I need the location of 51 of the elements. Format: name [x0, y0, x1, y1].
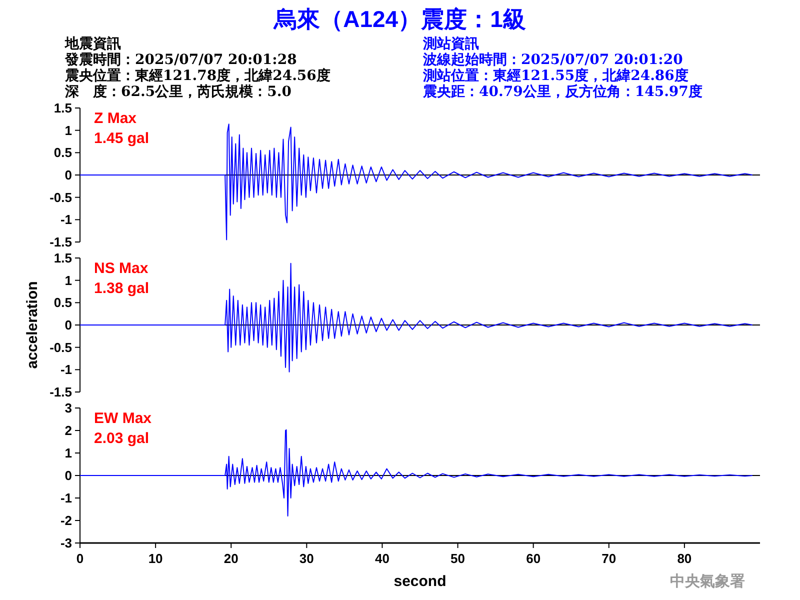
line-series [80, 429, 753, 516]
y-axis-title: acceleration [24, 281, 41, 369]
x-tick-label: 10 [148, 551, 163, 566]
y-tick-label: -1 [60, 212, 72, 228]
text: 震央距：40.79公里，反方位角：145.97度 [422, 83, 702, 100]
y-tick-label: 3 [64, 400, 72, 416]
text: 震央位置：東經121.78度，北緯24.56度 [64, 67, 330, 84]
x-tick-label: 0 [76, 551, 84, 566]
y-tick-label: 1 [64, 122, 72, 138]
y-tick-label: 0.5 [54, 145, 72, 160]
text: 發震時間：2025/07/07 20:01:28 [64, 52, 297, 68]
y-tick-label: 1 [64, 446, 72, 460]
y-tick-label: 2 [64, 423, 72, 438]
x-tick-label: 40 [374, 551, 390, 566]
text: 測站位置：東經121.55度，北緯24.86度 [422, 67, 688, 84]
annotation: NS Max [94, 260, 149, 277]
y-tick-label: -1.5 [50, 384, 72, 400]
annotation: 2.03 gal [94, 430, 150, 447]
annotation: EW Max [94, 410, 152, 427]
y-tick-label: -0.5 [50, 190, 72, 205]
text: 中央氣象署 [670, 572, 745, 590]
y-tick-label: 0 [64, 168, 72, 182]
y-tick-label: -1.5 [50, 234, 72, 250]
x-tick-label: 20 [224, 551, 238, 566]
y-tick-label: 0 [64, 318, 72, 332]
line-series [80, 262, 753, 372]
annotation: 1.38 gal [94, 280, 150, 297]
y-tick-label: 1.5 [54, 100, 72, 116]
x-tick-label: 70 [602, 551, 616, 566]
y-tick-label: -1 [60, 362, 72, 378]
x-axis-title: second [394, 573, 446, 590]
annotation: 1.45 gal [94, 130, 150, 147]
y-tick-label: -0.5 [50, 340, 72, 355]
text: 波線起始時間：2025/07/07 20:01:20 [422, 52, 684, 68]
line-series [80, 124, 753, 240]
y-tick-label: 0.5 [54, 295, 72, 310]
text: 測站資訊 [422, 35, 479, 52]
y-tick-label: 0 [64, 468, 72, 483]
y-tick-label: 1.5 [54, 250, 72, 266]
y-tick-label: 1 [64, 272, 72, 288]
y-tick-label: -3 [60, 536, 72, 550]
y-tick-label: -1 [60, 490, 72, 506]
x-tick-label: 30 [299, 551, 314, 566]
text: 地震資訊 [64, 35, 121, 52]
x-tick-label: 60 [526, 551, 541, 566]
x-tick-label: 50 [450, 551, 466, 566]
text: 深 度：62.5公里，芮氏規模：5.0 [64, 83, 292, 100]
chart-title: 烏來（A124）震度：1級 [273, 6, 526, 32]
x-tick-label: 80 [677, 551, 692, 566]
y-tick-label: -2 [60, 513, 72, 528]
annotation: Z Max [94, 110, 138, 127]
